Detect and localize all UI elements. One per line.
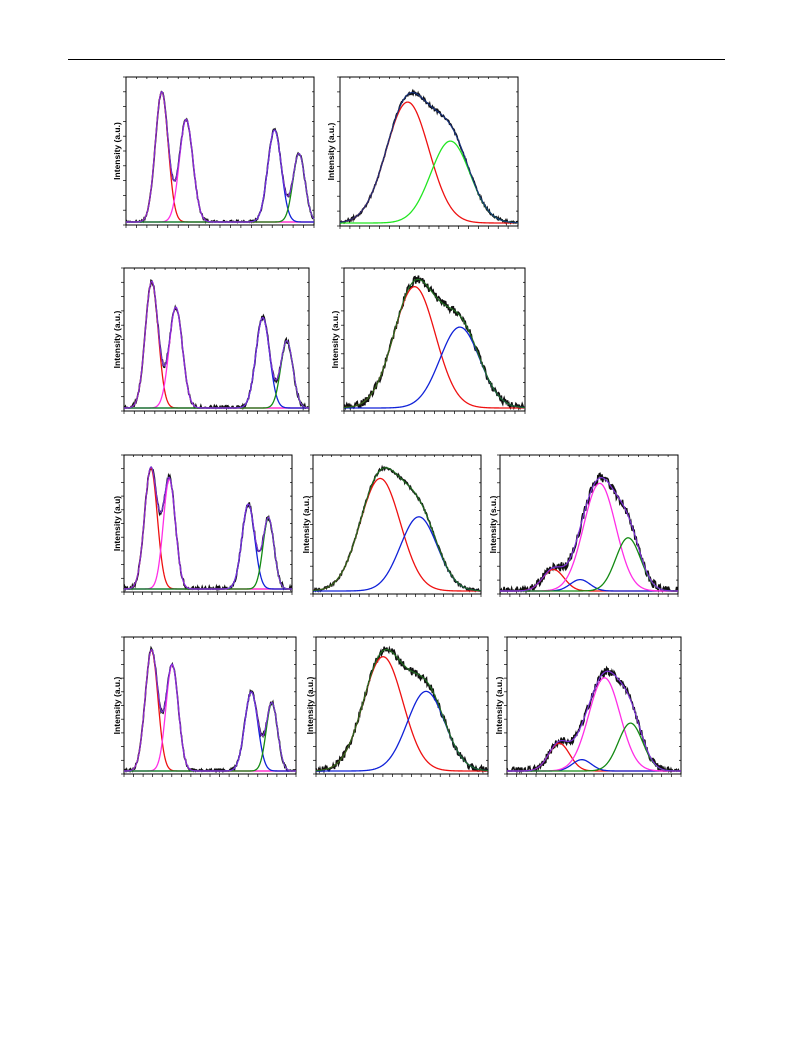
series-component-1 [312,477,481,592]
axis-ticks [337,76,519,229]
axis-ticks [121,267,310,414]
series-fit-envelope [123,648,296,772]
series-component-2 [126,118,314,223]
series-measured [499,472,679,595]
series-component-2 [124,478,292,590]
axis-ticks [310,454,482,597]
series-fit-envelope [126,91,315,223]
series-measured [123,466,293,592]
series-fit-envelope [343,278,526,409]
series-fit-envelope [315,648,489,772]
axis-ticks [341,267,526,414]
series-fit-envelope [123,466,292,590]
plot-frame [343,267,526,412]
y-axis-title: Intensity (a.u.) [305,677,315,735]
header-rule [68,59,725,60]
plot-frame [506,636,682,775]
y-axis-title: Intensity (a.u.) [494,677,504,735]
axis-ticks [123,76,315,228]
series-measured [312,464,481,593]
chart-d1: Intensity (a.u.) [112,636,297,777]
series-measured [123,279,310,411]
y-axis-title: Intensity (a.u) [112,496,122,551]
series-fit-envelope [500,476,678,592]
series-fit-envelope [312,467,482,592]
axis-ticks [497,454,679,597]
axis-ticks [313,636,489,777]
series-measured [315,645,489,774]
axis-ticks [121,454,293,595]
series-component-1 [507,742,681,772]
y-axis-title: Intensity (a.u.) [112,311,122,369]
y-axis-title: Intensity (a.u.) [326,123,336,181]
series-component-2 [124,306,309,409]
series-component-2 [124,663,296,772]
y-axis-title: Intensity (a.u.) [112,677,122,735]
y-axis-title: Intensity (a.u.) [330,311,340,369]
chart-d3: Intensity (a.u.) [494,636,682,777]
plot-frame [315,636,489,775]
plot-frame [499,454,679,595]
chart-b2: Intensity (a.u.) [330,267,526,414]
series-component-4 [124,517,292,590]
axis-ticks [121,636,297,777]
series-component-4 [124,340,310,409]
series-component-1 [315,656,488,772]
series-component-4 [124,702,296,772]
plot-frame [123,267,310,412]
series-fit-envelope [507,670,681,772]
chart-c2: Intensity (a.u.) [301,454,482,597]
series-measured [343,275,526,411]
axis-ticks [504,636,682,777]
chart-d2: Intensity (a.u.) [305,636,489,777]
series-measured [123,645,297,774]
series-component-1 [343,286,525,409]
y-axis-title: Intensity (a.u.) [301,496,311,554]
y-axis-title: Intensity (a.u.) [112,122,122,180]
series-component-1 [123,280,309,409]
series-component-1 [123,649,296,772]
series-fit-envelope [339,91,519,224]
chart-c1: Intensity (a.u) [112,454,293,595]
series-measured [506,665,681,774]
series-component-2 [344,326,526,409]
chart-a1: Intensity (a.u.) [112,76,315,228]
series-fit-envelope [123,280,310,409]
chart-c3: Intensity (s.u.) [488,454,679,597]
series-component-3 [126,129,314,223]
chart-a2: Intensity (a.u.) [326,76,519,229]
series-component-1 [123,467,292,590]
series-component-2 [340,140,519,224]
chart-b1: Intensity (a.u.) [112,267,310,414]
y-axis-title: Intensity (s.u.) [488,496,498,554]
